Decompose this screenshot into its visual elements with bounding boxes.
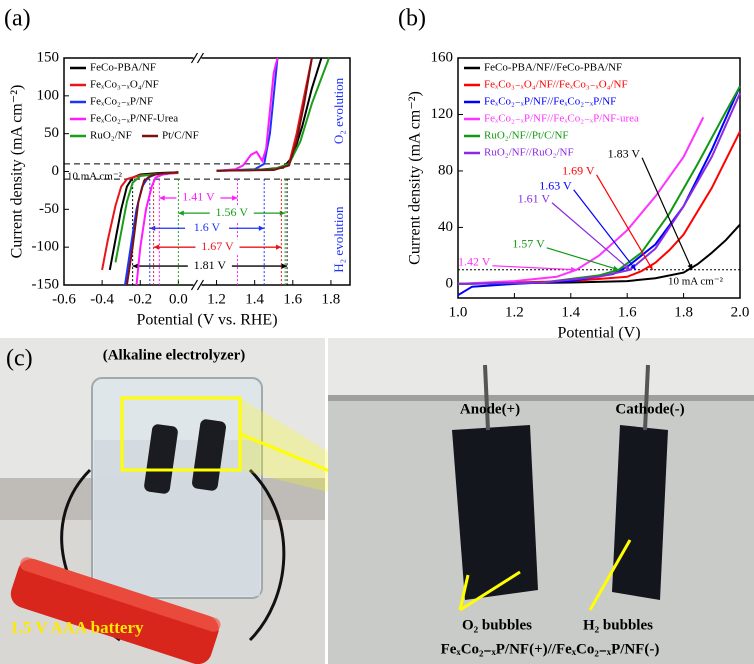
photo-title: (Alkaline electrolyzer) [103,347,246,363]
arrow-head [280,211,285,216]
x-tick-label: 1.8 [674,304,693,320]
x-tick-label: 1.0 [449,304,468,320]
arrow-label: 1.41 V [182,190,215,204]
y-tick-label: -50 [39,201,59,217]
x-axis-title: Potential (V) [557,325,640,342]
arrow-label: 1.67 V [201,239,234,253]
y-tick-label: 0 [446,275,454,291]
arrow-head [159,195,164,200]
y-tick-label: 50 [44,125,59,141]
cathode-foam [612,425,668,600]
arrow-head [150,226,155,231]
y-tick-label: 80 [438,162,453,178]
legend-label: FeₓCo₃₋ₓO₄/NF//FeₓCo₃₋ₓO₄/NF [484,79,628,91]
y-tick-label: 150 [37,49,60,65]
annotation-label: 1.61 V [518,192,551,206]
legend-label: RuO₂/NF//Pt/C/NF [484,130,569,142]
arrow-label: 1.56 V [216,205,249,219]
photo-surface [328,338,754,398]
arrow-head [276,245,281,250]
figure: (a) (b) 1.5 V AAA battery (Alkaline elec… [0,0,754,664]
legend-label: FeₓCo₂₋ₓP/NF//FeₓCo₂₋ₓP/NF-urea [484,113,639,125]
x-tick-label: -0.2 [128,291,152,307]
arrow-head [178,211,183,216]
y-tick-label: 100 [37,87,60,103]
legend-label: RuO₂/NF//RuO₂/NF [484,147,574,159]
photo-caption: FeₓCo₂₋ₓP/NF(+)//FeₓCo₂₋ₓP/NF(-) [441,641,660,657]
o2-label: O₂ bubbles [462,617,532,633]
annotation-label: 1.63 V [539,179,572,193]
series-line [458,117,703,284]
cathode-label: Cathode(-) [615,401,684,417]
arrow-head [282,263,287,268]
panel-label: (c) [6,346,33,372]
y-axis-title: Current density (mA cm⁻²) [9,85,26,259]
arrow-label: 1.81 V [194,258,227,272]
legend-label: FeCo-PBA/NF//FeCo-PBA/NF [484,62,622,74]
x-tick-label: 1.2 [207,291,226,307]
h2-label: H₂ bubbles [583,617,653,633]
x-tick-label: 1.2 [505,304,524,320]
y-tick-label: -150 [32,276,60,292]
meniscus [328,395,754,401]
x-axis-title: Potential (V vs. RHE) [136,312,277,329]
annotation-arrow [492,266,576,270]
x-tick-label: 1.4 [245,291,264,307]
legend-label: RuO₂/NF [90,130,132,142]
arrow-head [232,195,237,200]
x-tick-label: -0.6 [52,291,76,307]
legend-label: FeₓCo₃₋ₓO₄/NF [90,79,159,91]
legend-label: FeₓCo₂₋ₓP/NF//FeₓCo₂₋ₓP/NF [484,96,616,108]
annotation-label: 1.83 V [608,147,641,161]
battery-label: 1.5 V AAA battery [10,618,144,637]
anode-label: Anode(+) [460,401,520,417]
region-label: O₂ evolution [331,77,346,144]
annotation-label: 1.57 V [512,237,545,251]
panel-label: (b) [398,6,426,32]
x-tick-label: 0.0 [169,291,188,307]
anode-foam [452,425,538,600]
x-tick-label: 1.8 [322,291,341,307]
x-tick-label: 1.6 [283,291,302,307]
y-axis-title: Current density (mA cm⁻²) [407,91,424,265]
arrow-label: 1.6 V [194,220,221,234]
x-tick-label: -0.4 [90,291,114,307]
legend-label: FeₓCo₂₋ₓP/NF-Urea [90,113,178,125]
reference-label: 10 mA cm⁻² [668,275,724,287]
y-tick-label: -100 [32,239,60,255]
region-label: H₂ evolution [331,206,346,273]
photo-panel: 1.5 V AAA battery (Alkaline electrolyzer… [0,338,754,664]
annotation-label: 1.69 V [562,164,595,178]
arrow-head [259,226,264,231]
legend-label: Pt/C/NF [162,130,199,142]
y-tick-label: 0 [52,163,60,179]
x-tick-label: 1.4 [561,304,580,320]
reference-label: 10 mA cm⁻² [67,171,123,183]
x-tick-label: 2.0 [731,304,750,320]
y-tick-label: 40 [438,219,453,235]
y-tick-label: 120 [431,106,454,122]
y-tick-label: 160 [431,49,454,65]
arrow-head [154,245,159,250]
legend-label: FeₓCo₂₋ₓP/NF [90,96,153,108]
panel-label: (a) [4,6,31,32]
legend-label: FeCo-PBA/NF [90,62,156,74]
x-tick-label: 1.6 [618,304,637,320]
annotation-label: 1.42 V [458,255,491,269]
electrolyte [94,440,260,596]
